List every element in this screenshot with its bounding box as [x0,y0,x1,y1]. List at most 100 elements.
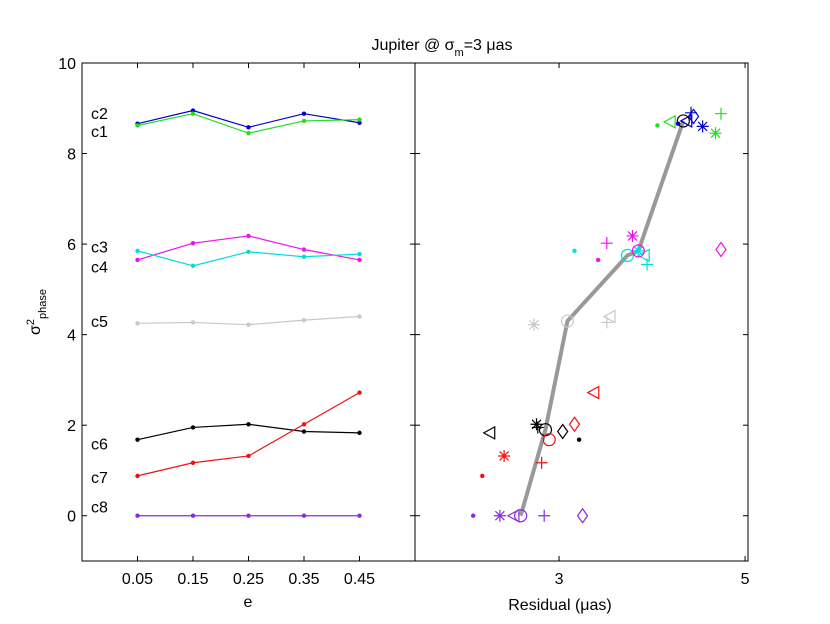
series-point-c4 [246,249,251,254]
marker-plus [600,237,613,250]
series-line-c1 [137,113,360,134]
marker-diamond [687,108,700,125]
marker-triangle-left [662,114,676,129]
marker-diamond [576,507,589,524]
marker-plus [531,421,544,434]
series-point-c8 [190,513,196,518]
series-label-c7: c7 [91,470,108,487]
series-line-c7 [137,392,360,477]
series-point-c5 [135,321,140,326]
marker-circle [560,314,575,328]
marker-circle [631,244,645,258]
marker-dot [572,248,577,254]
left-x-tick-label: 0.45 [344,571,375,588]
series-label-c6: c6 [91,436,108,453]
marker-plus [535,456,548,469]
series-point-c7 [357,390,362,395]
series-point-c7 [135,473,140,479]
series-point-c1 [246,130,251,136]
left-x-axis-label: e [244,594,253,611]
y-tick-label: 0 [67,509,76,526]
series-point-c2 [190,108,196,113]
marker-asterisk [626,229,639,242]
series-point-c3 [135,257,140,263]
marker-asterisk [530,418,543,431]
series-point-c5 [301,317,307,323]
y-axis-label-sup: 2 [25,319,37,325]
marker-diamond [556,423,569,440]
series-point-c3 [246,233,251,239]
right-x-tick-label: 5 [741,571,750,588]
marker-dot [655,123,660,128]
left-x-tick-label: 0.35 [288,571,319,588]
series-point-c6 [190,425,196,430]
marker-triangle-left [482,425,496,440]
marker-triangle-left [506,508,520,523]
y-axis-label: σ2phase [25,289,49,335]
series-point-c8 [135,513,140,518]
series-label-c2: c2 [91,106,108,123]
series-point-c3 [301,247,307,252]
series-point-c7 [190,460,196,465]
series-label-c1: c1 [91,124,108,141]
series-point-c2 [246,125,251,130]
chart-title-tail: =3 μas [464,37,513,54]
series-point-c8 [357,513,362,518]
series-point-c1 [190,111,196,116]
series-point-c3 [357,257,362,263]
series-point-c5 [190,320,196,325]
marker-plus [715,107,728,120]
marker-plus [600,316,613,329]
y-tick-label: 2 [67,418,76,435]
series-point-c2 [357,120,362,125]
series-point-c1 [301,118,307,124]
marker-asterisk [527,318,540,331]
series-point-c6 [357,430,362,436]
series-point-c8 [301,513,307,518]
series-line-c3 [137,235,360,261]
chart-title-main: Jupiter @ σ [371,37,454,54]
series-label-c8: c8 [91,500,108,517]
series-point-c6 [301,429,307,434]
series-label-c4: c4 [91,260,108,277]
marker-triangle-left [679,113,693,128]
left-x-tick-label: 0.15 [177,571,208,588]
marker-asterisk [498,449,511,462]
series-point-c8 [246,513,251,518]
marker-asterisk [632,244,645,257]
y-tick-label: 4 [67,328,76,345]
left-x-tick-label: 0.25 [233,571,264,588]
series-point-c6 [135,437,140,442]
series-point-c6 [246,422,251,427]
series-point-c7 [301,422,307,427]
marker-dot [576,437,582,442]
marker-dot [595,257,601,263]
marker-diamond [568,416,581,433]
series-point-c1 [357,117,362,122]
right-x-tick-label: 3 [555,571,564,588]
series-point-c4 [190,263,196,269]
left-axes-frame [81,62,416,562]
marker-diamond [715,241,727,258]
y-axis-label-sub: phase [37,289,49,319]
marker-dot [470,513,476,518]
series-point-c4 [357,251,362,257]
series-point-c5 [246,322,251,327]
marker-dot [480,473,485,479]
series-line-c6 [137,423,360,441]
marker-triangle-left [586,385,600,400]
marker-plus [641,258,654,271]
series-point-c4 [135,248,140,254]
y-tick-label: 10 [58,56,76,73]
marker-plus [538,509,551,522]
y-tick-label: 8 [67,147,76,164]
chart-title: Jupiter @ σm=3 μas [371,37,512,59]
series-point-c4 [301,254,307,259]
left-x-tick-label: 0.05 [122,571,153,588]
marker-circle [542,433,556,447]
series-point-c7 [246,453,251,459]
series-point-c5 [357,314,362,319]
y-tick-label: 6 [67,237,76,254]
